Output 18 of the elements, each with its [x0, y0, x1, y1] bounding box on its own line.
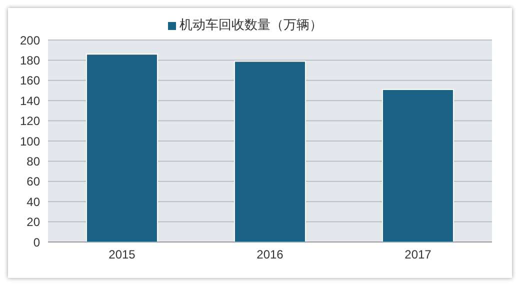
y-tick-label: 120 [20, 114, 40, 128]
y-tick-label: 20 [26, 215, 40, 230]
bar [382, 88, 454, 242]
legend-label: 机动车回收数量（万辆） [180, 17, 322, 32]
y-tick-label: 40 [26, 194, 40, 209]
y-tick-label: 0 [33, 235, 40, 250]
y-tick-label: 200 [20, 33, 40, 48]
y-tick-label: 180 [20, 53, 40, 68]
x-tick-label: 2017 [404, 248, 432, 262]
y-tick-label: 140 [20, 94, 40, 108]
x-tick-label: 2016 [256, 248, 284, 262]
bar [234, 60, 306, 242]
y-tick-label: 60 [26, 174, 40, 189]
y-tick-label: 100 [20, 134, 40, 148]
y-tick-label: 160 [20, 74, 40, 88]
x-tick-label: 2015 [108, 248, 136, 262]
bar [86, 54, 158, 242]
y-tick-label: 80 [26, 154, 40, 168]
